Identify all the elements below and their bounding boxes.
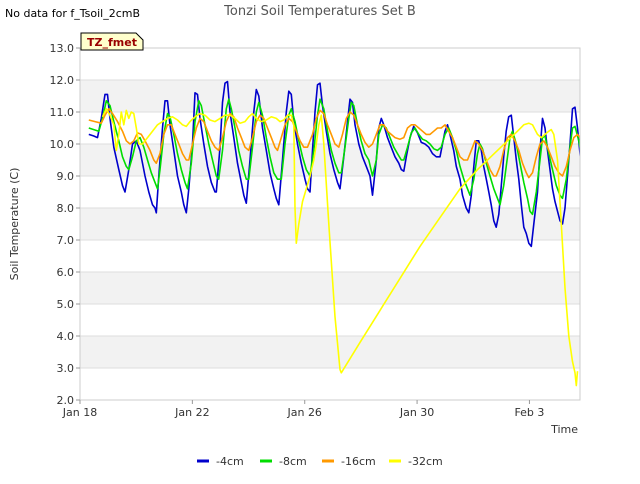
series-line-16cmcm: [88, 108, 580, 179]
plot-frame: [79, 47, 581, 401]
legend-entry-label: -4cm: [216, 455, 244, 468]
y-tick-label: 5.0: [57, 298, 75, 311]
legend-box-shape: [80, 32, 144, 51]
x-tick-label: Feb 3: [514, 406, 544, 419]
y-tick-label: 8.0: [57, 202, 75, 215]
y-tick-label: 13.0: [50, 42, 75, 55]
series-line-8cmcm: [88, 98, 580, 216]
y-axis-label: Soil Temperature (C): [8, 168, 21, 281]
y-tick-label: 4.0: [57, 330, 75, 343]
series-line-4cmcm: [88, 80, 580, 248]
plot-background: [80, 48, 580, 400]
legend-entry-label: -8cm: [279, 455, 307, 468]
y-tick-label: 6.0: [57, 266, 75, 279]
x-axis-label: Time: [550, 423, 578, 436]
x-tick-label: Jan 30: [399, 406, 434, 419]
y-tick-label: 3.0: [57, 362, 75, 375]
plot-band: [80, 336, 580, 368]
y-tick-label: 2.0: [57, 394, 75, 407]
legend-entry-label: -16cm: [341, 455, 376, 468]
plot-band: [80, 80, 580, 112]
legend: -4cm -8cm -16cm -32cm: [197, 455, 443, 468]
x-tick-label: Jan 22: [174, 406, 209, 419]
y-tick-label: 10.0: [50, 138, 75, 151]
y-tick-label: 12.0: [50, 74, 75, 87]
y-tick-label: 9.0: [57, 170, 75, 183]
axes: 2.0 3.0 4.0 5.0 6.0 7.0 8.0 9.0 10.0 11.0 12.0 13.0…: [50, 42, 545, 419]
legend-entry-label: -32cm: [408, 455, 443, 468]
chart-title: Tonzi Soil Temperatures Set B: [223, 4, 416, 19]
series-layer: [88, 80, 580, 387]
y-tick-label: 11.0: [50, 106, 75, 119]
no-data-note: No data for f_Tsoil_2cmB: [5, 7, 140, 20]
legend-box: TZ_fmet: [80, 32, 144, 51]
plot-band: [80, 272, 580, 304]
y-tick-label: 7.0: [57, 234, 75, 247]
series-line-32cmcm: [101, 108, 579, 387]
legend-box-label: TZ_fmet: [87, 36, 137, 49]
x-tick-label: Jan 18: [62, 406, 97, 419]
x-tick-label: Jan 26: [286, 406, 321, 419]
